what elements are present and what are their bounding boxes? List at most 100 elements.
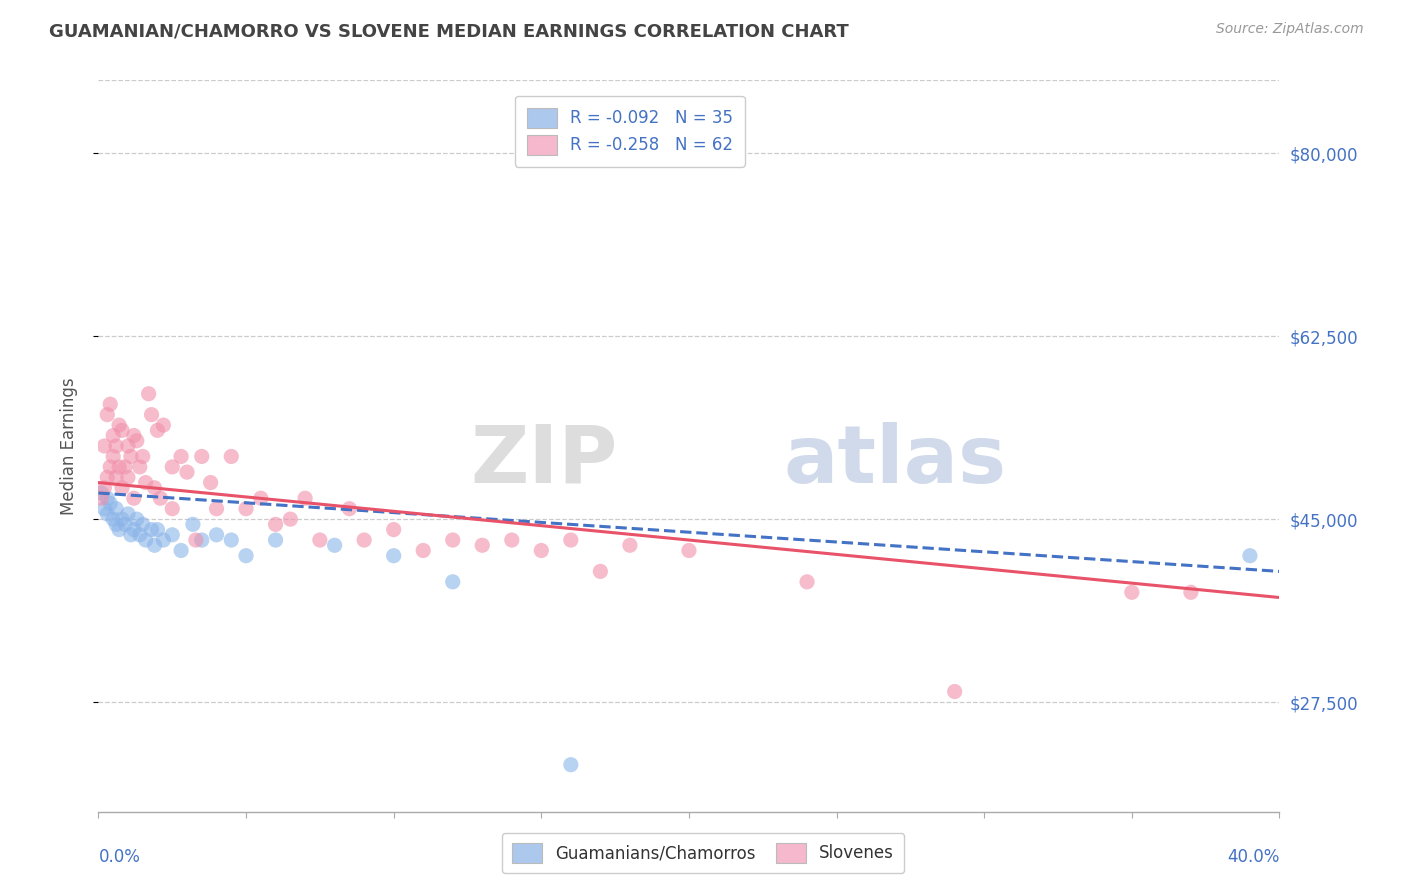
Legend: R = -0.092   N = 35, R = -0.258   N = 62: R = -0.092 N = 35, R = -0.258 N = 62 [515, 96, 745, 167]
Point [146, 523, 169, 537]
Point [105, 439, 128, 453]
Point [619, 538, 641, 552]
Point [162, 459, 183, 474]
Point [122, 491, 145, 506]
Point [125, 434, 148, 448]
Point [103, 428, 125, 442]
Point [560, 757, 582, 772]
Point [250, 491, 273, 506]
Point [132, 517, 155, 532]
Point [339, 501, 361, 516]
Point [143, 481, 166, 495]
Point [120, 450, 142, 464]
Point [93, 439, 115, 453]
Point [471, 538, 494, 552]
Point [235, 549, 257, 563]
Point [117, 507, 139, 521]
Text: 40.0%: 40.0% [1227, 848, 1279, 866]
Point [105, 517, 128, 532]
Point [149, 491, 172, 506]
Point [176, 465, 198, 479]
Point [221, 533, 243, 547]
Point [93, 481, 115, 495]
Point [96, 491, 118, 506]
Point [353, 533, 375, 547]
Point [143, 538, 166, 552]
Point [184, 533, 207, 547]
Point [441, 533, 464, 547]
Point [152, 418, 174, 433]
Point [98, 459, 121, 474]
Y-axis label: Median Earnings: Median Earnings [59, 377, 77, 515]
Point [441, 574, 464, 589]
Point [96, 408, 118, 422]
Point [135, 533, 157, 547]
Point [181, 517, 204, 532]
Point [132, 450, 155, 464]
Point [146, 423, 169, 437]
Point [114, 459, 136, 474]
Point [111, 481, 134, 495]
Point [111, 423, 134, 437]
Point [264, 533, 287, 547]
Point [141, 523, 163, 537]
Point [235, 501, 257, 516]
Point [90, 491, 112, 506]
Point [117, 470, 139, 484]
Point [200, 475, 222, 490]
Point [111, 512, 134, 526]
Point [122, 523, 145, 537]
Point [105, 470, 128, 484]
Point [114, 517, 136, 532]
Point [221, 450, 243, 464]
Point [170, 450, 193, 464]
Point [382, 549, 405, 563]
Point [98, 397, 121, 411]
Point [93, 501, 115, 516]
Point [122, 428, 145, 442]
Point [125, 512, 148, 526]
Point [103, 512, 125, 526]
Point [678, 543, 700, 558]
Point [135, 475, 157, 490]
Point [128, 459, 150, 474]
Point [796, 574, 818, 589]
Point [96, 507, 118, 521]
Point [108, 523, 131, 537]
Point [128, 528, 150, 542]
Point [170, 543, 193, 558]
Point [162, 528, 183, 542]
Point [96, 470, 118, 484]
Point [294, 491, 316, 506]
Text: ZIP: ZIP [471, 422, 619, 500]
Point [530, 543, 553, 558]
Point [98, 496, 121, 510]
Point [323, 538, 346, 552]
Point [103, 450, 125, 464]
Point [205, 501, 228, 516]
Text: atlas: atlas [783, 422, 1007, 500]
Point [108, 418, 131, 433]
Point [943, 684, 966, 698]
Point [162, 501, 183, 516]
Point [205, 528, 228, 542]
Point [152, 533, 174, 547]
Point [589, 565, 612, 579]
Point [280, 512, 302, 526]
Point [501, 533, 523, 547]
Point [138, 386, 160, 401]
Point [120, 528, 142, 542]
Point [141, 408, 163, 422]
Text: 0.0%: 0.0% [98, 848, 141, 866]
Point [1239, 549, 1261, 563]
Point [90, 486, 112, 500]
Point [264, 517, 287, 532]
Point [560, 533, 582, 547]
Point [309, 533, 332, 547]
Point [191, 450, 214, 464]
Point [108, 459, 131, 474]
Point [412, 543, 434, 558]
Point [1180, 585, 1202, 599]
Point [1121, 585, 1143, 599]
Point [105, 501, 128, 516]
